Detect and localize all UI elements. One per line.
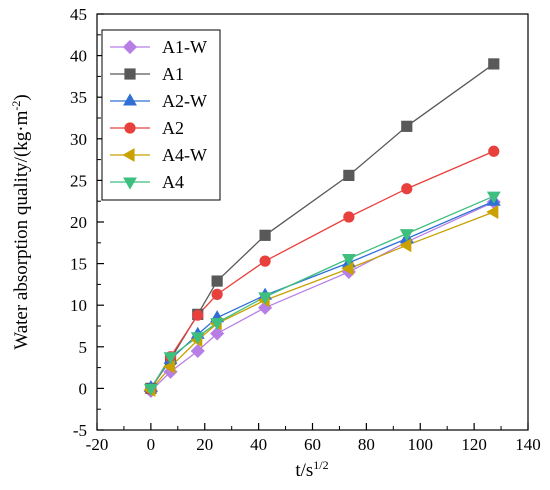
data-point-a4 [258, 292, 273, 305]
series-markers [143, 58, 501, 398]
x-tick-label: 0 [147, 435, 156, 454]
data-point-a1 [343, 169, 355, 182]
y-axis-label: Water absorption quality/(kg·m-2) [9, 94, 32, 349]
data-point-a4 [210, 318, 225, 331]
legend-marker-a4-w [122, 148, 135, 162]
legend-label-a4-w: A4-W [162, 145, 207, 165]
x-tick-label: 60 [304, 435, 321, 454]
x-tick-label: 20 [196, 435, 213, 454]
series-line-a4-w [150, 211, 495, 391]
data-point-a4 [399, 229, 414, 242]
y-tick-label: 25 [70, 171, 87, 190]
data-point-a2 [192, 309, 204, 321]
data-point-a1-w [210, 326, 225, 341]
data-point-a4 [143, 383, 158, 396]
legend-box [101, 29, 221, 201]
series-line-a2-w [150, 200, 495, 388]
legend-marker-a1-w [122, 39, 138, 55]
legend-label-a1-w: A1-W [162, 37, 207, 57]
legend-label-a1: A1 [162, 64, 184, 84]
x-tick-label: 140 [515, 435, 541, 454]
data-point-a2 [211, 288, 223, 300]
x-tick-label: 80 [358, 435, 375, 454]
data-point-a4-w [162, 359, 176, 374]
data-point-a4-w [486, 205, 499, 219]
legend: A1-W A1 A2-W A2 A4-W A4 [101, 29, 221, 201]
y-tick-labels: -5 0 5 10 15 20 25 30 35 40 45 [70, 5, 87, 440]
data-point-a4 [341, 254, 356, 267]
data-point-a4 [190, 332, 205, 345]
x-tick-label: 120 [461, 435, 487, 454]
y-tick-label: 10 [70, 296, 87, 315]
data-point-a1 [211, 275, 223, 287]
y-tick-label: 30 [70, 130, 87, 149]
data-point-a1-w [190, 343, 205, 359]
y-tick-label: 35 [70, 88, 87, 107]
x-tick-labels: -20 0 20 40 60 80 100 120 140 [86, 435, 541, 454]
data-point-a1 [401, 120, 413, 132]
data-point-a4 [163, 352, 178, 365]
series-line-a1 [150, 63, 495, 389]
y-tick-label: -5 [73, 421, 87, 440]
legend-marker-a2-w [123, 93, 137, 106]
legend-label-a2: A2 [162, 118, 184, 138]
minor-ticks [97, 34, 502, 430]
x-tick-label: 100 [408, 435, 434, 454]
data-point-a2 [401, 183, 413, 195]
y-tick-label: 15 [70, 255, 87, 274]
data-point-a4-w [399, 238, 412, 253]
y-tick-label: 20 [70, 213, 87, 232]
y-tick-label: 5 [79, 338, 88, 357]
legend-marker-a1 [124, 68, 136, 80]
x-tick-label: 40 [250, 435, 267, 454]
y-tick-label: 45 [70, 5, 87, 24]
series-line-a2 [150, 150, 495, 390]
data-point-a1 [259, 229, 271, 241]
data-point-a4 [486, 191, 501, 204]
legend-label-a4: A4 [162, 172, 184, 192]
x-tick-label: -20 [86, 435, 109, 454]
major-ticks [96, 13, 529, 431]
data-point-a2 [343, 211, 355, 223]
x-axis-label: t/s1/2 [295, 458, 328, 481]
data-point-a2 [259, 255, 271, 267]
data-point-a2 [488, 145, 500, 157]
data-point-a4-w [341, 261, 354, 276]
y-tick-label: 40 [70, 47, 87, 66]
legend-marker-a4 [123, 177, 137, 190]
data-point-a1 [488, 58, 500, 70]
legend-marker-a2 [124, 122, 136, 134]
legend-label-a2-w: A2-W [162, 91, 207, 111]
y-tick-label: 0 [79, 379, 88, 398]
